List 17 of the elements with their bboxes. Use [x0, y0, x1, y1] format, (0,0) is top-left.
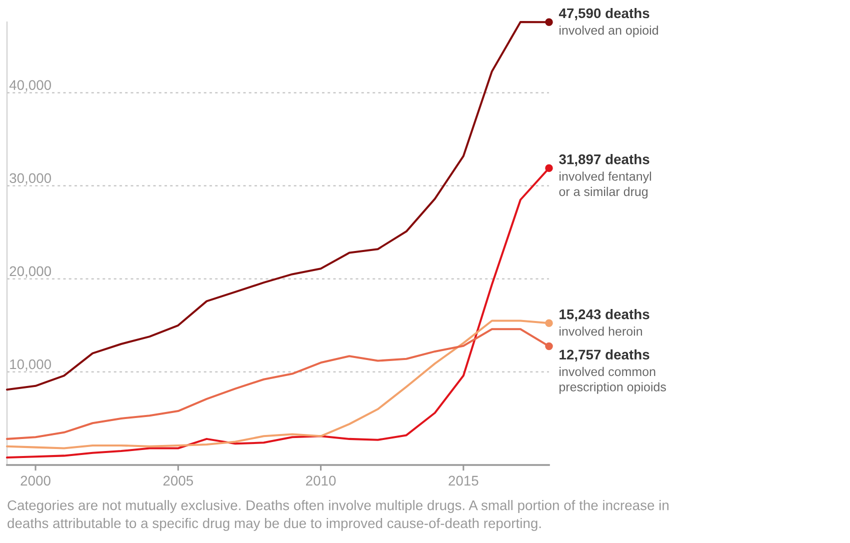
y-tick-label: 10,000 — [10, 359, 52, 371]
y-tick-label: 30,000 — [10, 173, 52, 185]
series-label: involved fentanyl or a similar drug — [559, 172, 651, 199]
x-tick-label: 2015 — [448, 476, 478, 486]
x-tick-label: 2000 — [20, 476, 50, 486]
x-tick-label: 2010 — [306, 476, 336, 486]
data-label: 47,590 deaths — [558, 8, 650, 20]
y-tick-label: 40,000 — [9, 80, 52, 92]
series-label: involved an opioid — [560, 26, 658, 38]
data-label: 31,897 deaths — [559, 154, 650, 166]
text: Categories are not mutually exclusive. Deaths often involve multiple drugs. A small portion of the increase in deaths attributable to a specific drug may be due to improved cause-of-death reporting. — [8, 500, 668, 531]
data-label: 15,243 deaths — [560, 309, 650, 322]
series-label: involved common prescription opioids — [560, 366, 666, 394]
x-tick-label: 2005 — [163, 476, 194, 486]
data-label: 12,757 deaths — [560, 349, 650, 362]
y-tick-label: 20,000 — [10, 266, 52, 278]
series-label: involved heroin — [560, 326, 642, 336]
